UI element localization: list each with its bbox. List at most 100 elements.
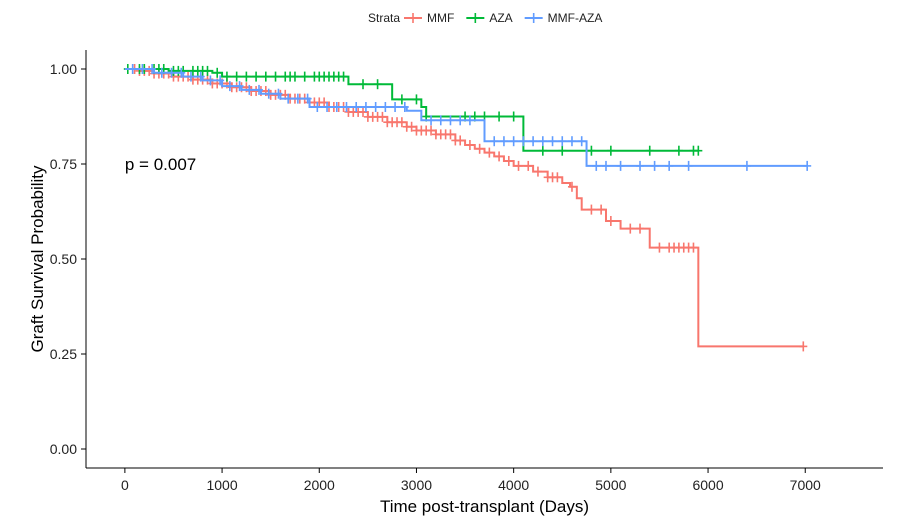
censor-mark-mmf-aza [519,136,528,147]
censor-mark-mmf-aza [592,160,601,171]
censor-mark-aza [359,79,368,90]
plot-area [123,64,812,352]
censor-mark-aza [509,111,518,122]
censor-mark-mmf-aza [264,88,273,99]
censor-mark-aza [645,145,654,156]
censor-mark-mmf-aza [352,102,361,112]
censor-mark-aza [412,94,421,105]
censor-mark-mmf-aza [342,102,351,112]
x-tick-label: 7000 [790,477,821,493]
censor-mark-mmf-aza [313,102,322,112]
censor-mark-mmf-aza [371,102,380,112]
p-value-annotation: p = 0.007 [125,155,196,174]
censor-mark-mmf-aza [684,160,693,171]
censor-mark-mmf-aza [293,93,302,104]
censor-mark-mmf-aza [235,81,244,92]
x-tick-label: 3000 [401,477,432,493]
y-tick-label: 0.25 [50,346,77,362]
censor-mark-mmf-aza [509,136,518,147]
censor-mark-aza [242,71,251,82]
legend-label: MMF-AZA [548,11,603,25]
y-tick-label: 0.50 [50,251,77,267]
censor-mark-mmf-aza [196,71,205,82]
censor-mark-aza [290,71,299,82]
censor-mark-mmf-aza [446,115,455,126]
series-line-mmf [124,68,804,348]
censor-mark-mmf-aza [167,67,176,78]
censor-mark-mmf-aza [138,64,147,74]
x-tick-label: 1000 [206,477,237,493]
censor-mark-mmf-aza [465,115,474,126]
censor-mark-aza [674,145,683,156]
x-tick-label: 2000 [304,477,335,493]
x-tick-label: 5000 [595,477,626,493]
censor-mark-mmf [636,223,645,234]
censor-mark-mmf-aza [567,136,576,147]
censor-mark-mmf-aza [332,102,341,112]
censor-mark-mmf-aza [381,102,390,112]
legend-key-mmf [404,13,422,23]
y-tick-label: 0.75 [50,156,77,172]
censor-mark-aza [232,71,241,82]
censor-mark-mmf-aza [577,136,586,147]
legend: Strata MMF AZA MMF-AZA [368,11,602,25]
legend-key-mmf-aza [524,13,543,23]
censor-mark-mmf [465,140,474,150]
censor-mark-mmf-aza [529,136,538,147]
censor-mark-mmf [397,117,406,128]
censor-mark-mmf [587,204,596,215]
censor-mark-mmf-aza [538,136,547,147]
censor-mark-mmf-aza [206,75,215,86]
censor-mark-aza [252,71,261,82]
censor-mark-mmf [689,242,698,253]
censor-mark-mmf-aza [391,102,400,112]
censor-mark-mmf-aza [456,115,465,126]
censor-mark-mmf [407,121,416,132]
censor-mark-mmf-aza [558,136,567,147]
x-tick-label: 0 [121,477,129,493]
censor-mark-aza [538,145,547,156]
censor-mark-mmf [799,341,808,352]
censor-mark-mmf-aza [245,84,254,95]
censor-mark-mmf [655,242,664,253]
censor-mark-mmf-aza [636,160,645,171]
censor-mark-mmf-aza [274,88,283,99]
censor-mark-mmf [378,111,387,122]
censor-mark-mmf [427,125,436,136]
censor-mark-mmf [485,147,494,158]
censor-mark-mmf-aza [601,160,610,171]
censor-mark-mmf-aza [255,84,264,95]
censor-mark-aza [271,71,280,82]
censor-mark-mmf [524,160,533,171]
censor-mark-aza [606,145,615,156]
censor-mark-mmf-aza [361,102,370,112]
censor-mark-aza [558,145,567,156]
censor-mark-mmf [475,143,484,154]
censor-mark-aza [397,94,406,105]
censor-mark-mmf-aza [157,67,166,78]
censor-mark-mmf-aza [225,81,234,92]
censor-mark-aza [261,71,270,82]
censor-mark-mmf-aza [186,71,195,82]
censor-mark-mmf-aza [499,136,508,147]
censor-mark-aza [213,67,222,78]
censor-mark-mmf [626,223,635,234]
censor-mark-mmf [606,216,615,226]
censor-mark-mmf [567,181,576,192]
axes: 0 1000 2000 3000 4000 5000 6000 7000 0.00 0.25 0.5… [50,50,883,493]
censor-mark-mmf [504,155,513,166]
censor-mark-mmf [597,204,606,215]
y-tick-label: 1.00 [50,61,77,77]
censor-mark-mmf-aza [616,160,625,171]
legend-title: Strata [368,11,400,25]
x-axis-title: Time post-transplant (Days) [380,497,589,516]
censor-mark-mmf-aza [284,93,293,104]
censor-mark-aza [222,71,231,82]
censor-mark-mmf [553,172,562,183]
censor-mark-mmf [456,135,465,146]
censor-mark-mmf-aza [650,160,659,171]
censor-mark-mmf-aza [548,136,557,147]
censor-mark-mmf-aza [436,115,445,126]
censor-mark-mmf-aza [177,67,186,78]
